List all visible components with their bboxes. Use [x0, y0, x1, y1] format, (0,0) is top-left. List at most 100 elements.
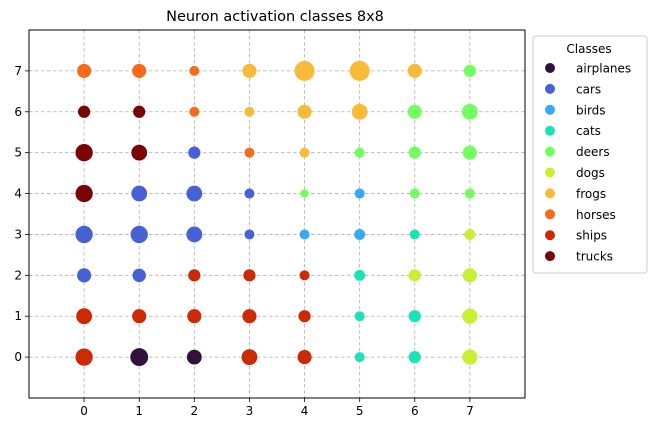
- data-point-cars: [130, 225, 148, 244]
- legend-frame: [532, 35, 648, 274]
- legend-label-ships: ships: [576, 229, 607, 243]
- data-point-horses: [189, 65, 200, 76]
- data-point-cars: [131, 185, 148, 202]
- data-point-frogs: [407, 63, 422, 78]
- y-tick-label: 1: [14, 309, 22, 323]
- y-tick-label: 0: [14, 350, 22, 364]
- data-point-frogs: [299, 147, 310, 158]
- data-point-horses: [132, 63, 147, 78]
- data-points: [75, 60, 478, 367]
- data-point-cats: [408, 350, 421, 364]
- data-point-cars: [186, 185, 203, 202]
- data-point-deers: [462, 145, 477, 160]
- data-point-cats: [354, 269, 366, 281]
- legend-title: Classes: [566, 42, 611, 56]
- x-tick-label: 2: [191, 404, 199, 418]
- data-point-birds: [354, 188, 365, 199]
- data-point-horses: [77, 63, 92, 78]
- data-point-ships: [187, 309, 202, 324]
- data-point-ships: [76, 308, 93, 325]
- y-tick-label: 3: [14, 227, 22, 241]
- data-point-trucks: [131, 144, 148, 161]
- data-point-deers: [300, 189, 309, 198]
- x-tick-label: 3: [246, 404, 254, 418]
- data-point-airplanes: [130, 348, 149, 367]
- data-point-birds: [299, 229, 310, 240]
- x-tick-label: 6: [411, 404, 419, 418]
- data-point-dogs: [462, 349, 478, 365]
- legend-marker-deers: [545, 146, 555, 157]
- data-point-trucks: [75, 184, 93, 203]
- data-point-cats: [408, 310, 421, 323]
- data-point-dogs: [408, 269, 421, 282]
- legend-marker-birds: [545, 104, 555, 115]
- x-tick-label: 7: [466, 404, 474, 418]
- data-point-ships: [188, 269, 201, 282]
- x-tick-label: 5: [356, 404, 364, 418]
- data-point-cats: [354, 311, 365, 322]
- data-point-ships: [298, 310, 311, 323]
- data-point-dogs: [462, 268, 477, 283]
- data-point-trucks: [77, 105, 91, 118]
- data-point-cars: [132, 268, 146, 283]
- data-point-dogs: [462, 308, 478, 324]
- data-point-ships: [242, 309, 257, 324]
- legend-label-horses: horses: [576, 208, 616, 222]
- data-point-deers: [354, 147, 365, 158]
- legend-label-trucks: trucks: [576, 250, 613, 264]
- y-tick-label: 7: [14, 64, 22, 78]
- data-point-airplanes: [186, 349, 202, 365]
- x-tick-label: 1: [135, 404, 143, 418]
- data-point-horses: [189, 106, 200, 117]
- data-point-deers: [463, 64, 477, 78]
- data-point-cars: [77, 268, 92, 283]
- data-point-horses: [244, 147, 255, 158]
- data-point-frogs: [351, 103, 368, 120]
- legend-label-deers: deers: [576, 145, 610, 159]
- data-point-frogs: [244, 106, 255, 117]
- y-tick-label: 2: [14, 268, 22, 282]
- data-point-frogs: [349, 60, 370, 81]
- data-point-cars: [75, 225, 93, 244]
- y-tick-label: 4: [14, 187, 22, 201]
- chart-title: Neuron activation classes 8x8: [166, 9, 384, 25]
- data-point-ships: [241, 349, 258, 366]
- data-point-frogs: [294, 60, 315, 81]
- data-point-cars: [188, 146, 201, 159]
- legend-label-cats: cats: [576, 124, 601, 138]
- data-point-deers: [409, 188, 420, 199]
- grid-lines: [29, 30, 525, 398]
- legend-label-dogs: dogs: [576, 166, 605, 180]
- legend-label-airplanes: airplanes: [576, 62, 631, 76]
- data-point-birds: [354, 228, 366, 240]
- x-tick-label: 0: [80, 404, 88, 418]
- y-tick-label: 6: [14, 105, 22, 119]
- legend-marker-trucks: [545, 251, 555, 262]
- x-tick-label: 4: [301, 404, 309, 418]
- data-point-cars: [186, 226, 203, 243]
- legend-label-frogs: frogs: [576, 187, 606, 201]
- legend: Classes airplanes cars birds cats deers dogs f…: [532, 35, 648, 274]
- legend-marker-airplanes: [545, 63, 555, 73]
- y-tick-label: 5: [14, 146, 22, 160]
- data-point-cars: [244, 188, 255, 199]
- data-point-deers: [464, 188, 475, 199]
- legend-marker-horses: [545, 209, 555, 220]
- data-point-ships: [75, 348, 93, 366]
- legend-label-birds: birds: [576, 103, 606, 117]
- data-point-deers: [461, 103, 478, 120]
- data-point-frogs: [297, 104, 312, 119]
- legend-marker-ships: [545, 230, 555, 241]
- data-point-deers: [407, 104, 422, 119]
- plot-area-frame: [28, 29, 526, 399]
- data-point-cats: [409, 229, 420, 240]
- legend-marker-cats: [545, 125, 555, 136]
- data-point-dogs: [464, 228, 476, 240]
- data-point-deers: [408, 146, 421, 159]
- axis-ticks: 0 1 2 3 4 5 6 7 0 1 2 3 4 5 6 7: [14, 64, 473, 418]
- data-point-ships: [299, 270, 310, 281]
- data-point-trucks: [133, 105, 146, 118]
- data-point-ships: [297, 350, 312, 365]
- legend-marker-dogs: [545, 167, 555, 178]
